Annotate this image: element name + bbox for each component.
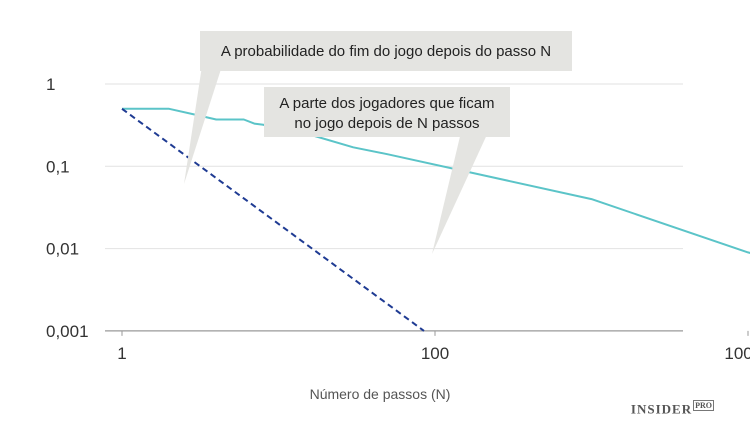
callout-text-line: no jogo depois de N passos: [294, 115, 479, 132]
x-tick-label: 1: [117, 344, 126, 363]
data-series: [121, 107, 750, 332]
callout-box: [264, 87, 510, 137]
callout-text: A probabilidade do fim do jogo depois do…: [221, 43, 551, 60]
callout-box: [200, 31, 572, 71]
series-line-solid: [122, 107, 750, 254]
callout-pointer: [184, 66, 222, 184]
y-tick-label: 0,01: [46, 240, 79, 259]
grid-lines: [105, 83, 683, 332]
x-tick-label: 10000: [724, 344, 750, 363]
y-tick-label: 0,001: [46, 322, 89, 341]
y-tick-label: 1: [46, 75, 55, 94]
x-axis-title: Número de passos (N): [310, 386, 451, 402]
callouts: A probabilidade do fim do jogo depois do…: [184, 31, 572, 254]
x-axis-tick-labels: 1100100001000000: [117, 330, 750, 363]
y-axis-tick-labels: 1 0,1 0,01 0,001: [46, 75, 89, 341]
brand-suffix: PRO: [693, 399, 714, 411]
series-line-dashed: [121, 107, 425, 332]
x-tick-label: 100: [421, 344, 449, 363]
y-tick-label: 0,1: [46, 157, 70, 176]
brand-name: INSIDER: [630, 401, 693, 416]
callout-pointer: [432, 128, 490, 254]
brand-logo: INSIDER PRO: [630, 399, 714, 417]
callout-text-line: A parte dos jogadores que ficam: [279, 95, 494, 112]
